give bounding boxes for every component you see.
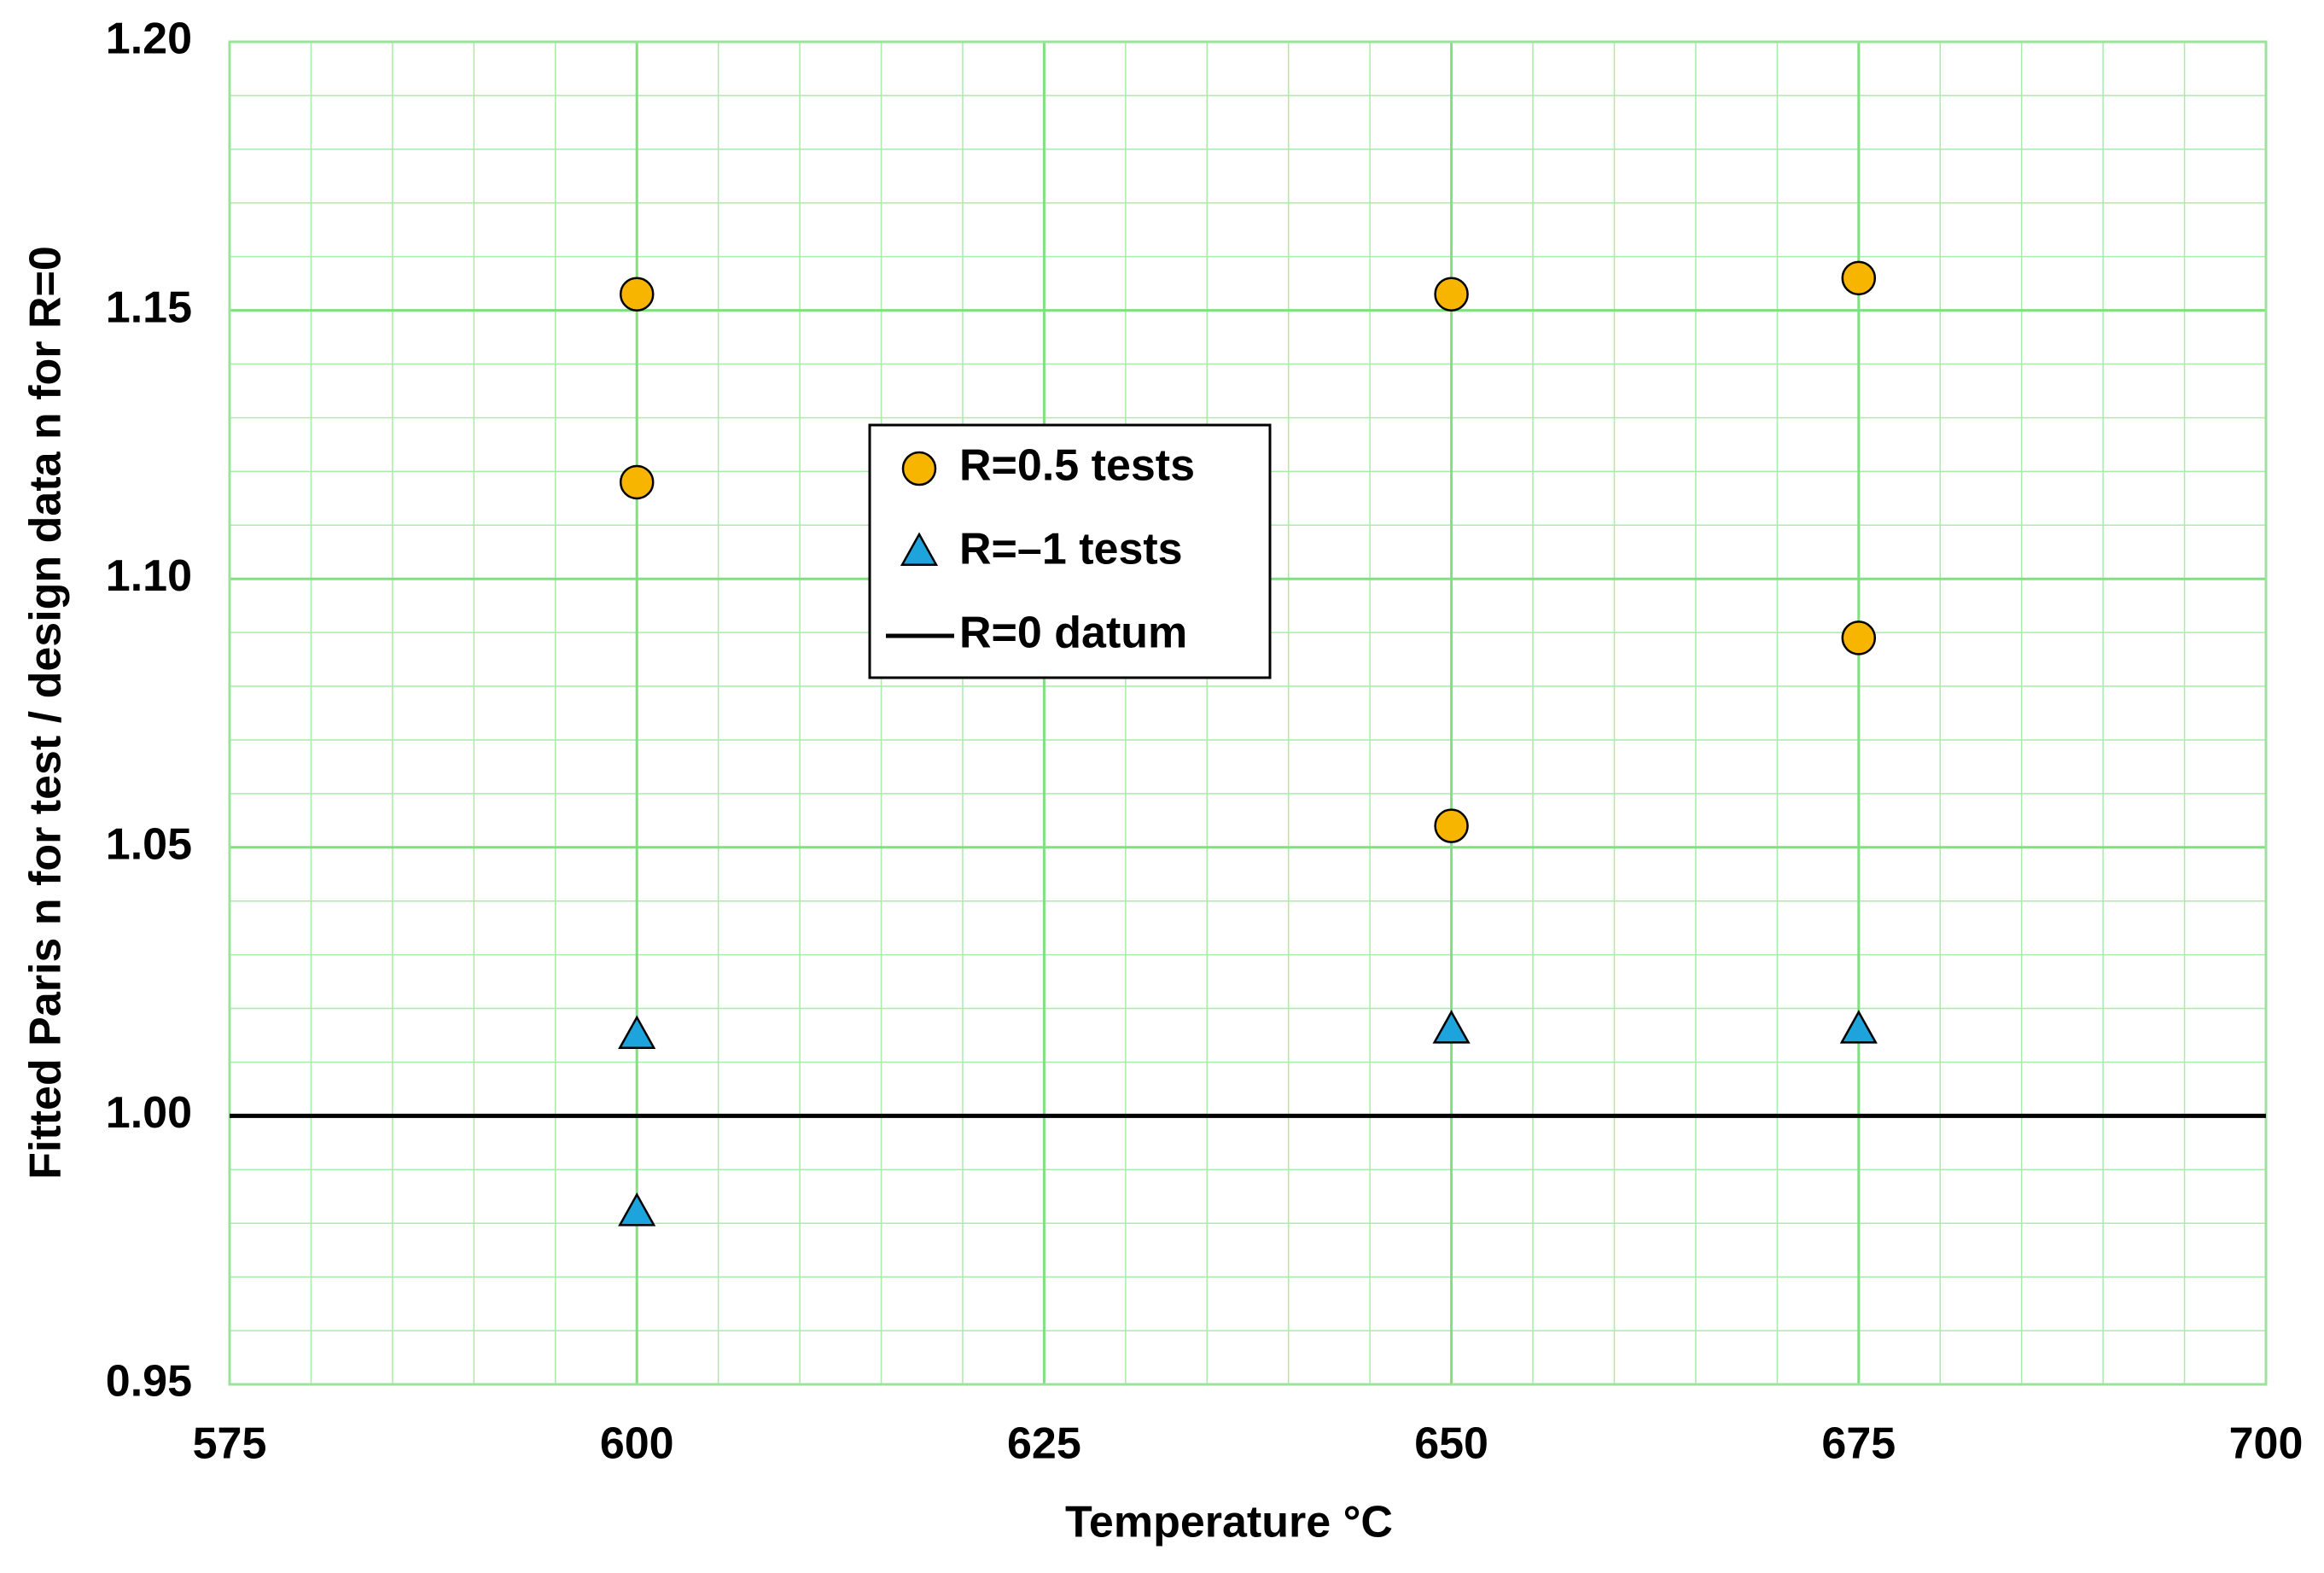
x-tick-label: 675 — [1821, 1419, 1896, 1469]
point — [1841, 620, 1877, 655]
point — [1839, 1010, 1878, 1044]
legend-label: R=0 datum — [959, 609, 1187, 658]
x-tick-label: 650 — [1414, 1419, 1488, 1469]
x-tick-label: 625 — [1007, 1419, 1081, 1469]
legend: R=0.5 tests R=–1 tests R=0 datum — [868, 423, 1272, 679]
plot-frame — [228, 40, 2268, 1386]
point — [900, 532, 939, 566]
grid — [228, 40, 2268, 1386]
point — [1434, 808, 1469, 843]
y-tick-label: 1.00 — [106, 1088, 192, 1138]
y-axis-title: Fitted Paris n for test / design data n … — [21, 246, 71, 1180]
x-tick-label: 575 — [193, 1419, 267, 1469]
point — [618, 1192, 656, 1226]
x-tick-label: 600 — [600, 1419, 674, 1469]
point — [901, 451, 937, 486]
x-axis-title: Temperature °C — [1065, 1498, 1393, 1547]
point — [1432, 1010, 1471, 1044]
point — [619, 464, 655, 500]
point — [618, 1015, 656, 1049]
y-tick-label: 1.15 — [106, 283, 192, 332]
marks — [230, 260, 2266, 1226]
point — [1841, 260, 1877, 296]
legend-label: R=–1 tests — [959, 525, 1183, 574]
y-tick-label: 1.05 — [106, 820, 192, 870]
x-tick-label: 700 — [2229, 1419, 2304, 1469]
y-tick-label: 0.95 — [106, 1357, 192, 1407]
legend-label: R=0.5 tests — [959, 441, 1195, 491]
y-tick-label: 1.10 — [106, 551, 192, 601]
point — [619, 277, 655, 312]
y-tick-label: 1.20 — [106, 15, 192, 64]
point — [1434, 277, 1469, 312]
